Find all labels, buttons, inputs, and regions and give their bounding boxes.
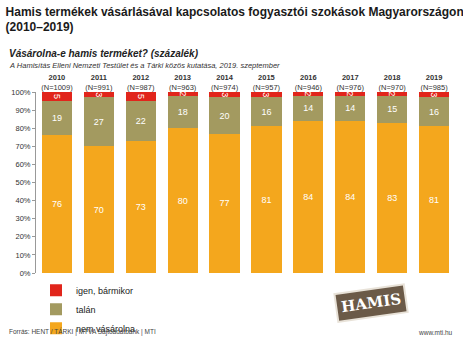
svg-text:20%: 20% bbox=[15, 232, 30, 241]
svg-text:90%: 90% bbox=[15, 106, 30, 115]
svg-text:80: 80 bbox=[178, 196, 188, 206]
svg-text:76: 76 bbox=[52, 199, 62, 209]
svg-text:2018(N=970): 2018(N=970) bbox=[378, 73, 406, 92]
svg-text:talán: talán bbox=[76, 305, 96, 315]
svg-text:18: 18 bbox=[178, 107, 188, 117]
svg-text:2017(N=976): 2017(N=976) bbox=[337, 73, 365, 92]
svg-text:A Hamisítás Elleni Nemzeti Tes: A Hamisítás Elleni Nemzeti Testület és a… bbox=[9, 61, 280, 70]
svg-text:77: 77 bbox=[220, 198, 230, 208]
svg-text:Forrás: HENT / TÁRKI | MTVA Sa: Forrás: HENT / TÁRKI | MTVA Sajtóadatban… bbox=[9, 327, 156, 336]
svg-text:2012(N=987): 2012(N=987) bbox=[127, 73, 155, 92]
svg-text:70%: 70% bbox=[15, 142, 30, 151]
svg-text:2011(N=991): 2011(N=991) bbox=[85, 73, 113, 92]
svg-text:5: 5 bbox=[52, 94, 62, 99]
svg-text:2: 2 bbox=[303, 91, 313, 96]
svg-text:0%: 0% bbox=[20, 269, 31, 278]
svg-text:www.mti.hu: www.mti.hu bbox=[418, 329, 453, 336]
svg-text:HAMIS: HAMIS bbox=[340, 290, 402, 316]
svg-text:14: 14 bbox=[345, 103, 355, 113]
svg-text:3: 3 bbox=[261, 92, 271, 97]
svg-text:22: 22 bbox=[136, 116, 146, 126]
svg-text:81: 81 bbox=[429, 195, 439, 205]
svg-text:2019(N=985): 2019(N=985) bbox=[420, 73, 448, 92]
svg-text:16: 16 bbox=[261, 107, 271, 117]
svg-text:15: 15 bbox=[387, 104, 397, 114]
svg-text:81: 81 bbox=[261, 195, 271, 205]
svg-text:83: 83 bbox=[387, 193, 397, 203]
svg-text:40%: 40% bbox=[15, 196, 30, 205]
svg-text:60%: 60% bbox=[15, 160, 30, 169]
svg-text:27: 27 bbox=[94, 117, 104, 127]
svg-text:73: 73 bbox=[136, 202, 146, 212]
svg-text:nem vásárolna: nem vásárolna bbox=[76, 324, 135, 334]
svg-text:3: 3 bbox=[94, 92, 104, 97]
svg-text:16: 16 bbox=[429, 107, 439, 117]
svg-text:50%: 50% bbox=[15, 178, 30, 187]
svg-text:20: 20 bbox=[220, 111, 230, 121]
svg-text:2014(N=974): 2014(N=974) bbox=[211, 73, 239, 92]
svg-text:2010(N=1009): 2010(N=1009) bbox=[41, 73, 73, 92]
svg-text:3: 3 bbox=[220, 92, 230, 97]
svg-text:igen, bármikor: igen, bármikor bbox=[76, 286, 133, 296]
svg-text:100%: 100% bbox=[11, 88, 31, 97]
svg-text:14: 14 bbox=[303, 103, 313, 113]
svg-text:2016(N=946): 2016(N=946) bbox=[295, 73, 323, 92]
svg-text:5: 5 bbox=[136, 94, 146, 99]
svg-text:Vásárolna-e hamis terméket? (s: Vásárolna-e hamis terméket? (százalék) bbox=[9, 48, 199, 59]
svg-text:70: 70 bbox=[94, 205, 104, 215]
svg-text:10%: 10% bbox=[15, 251, 30, 260]
svg-text:30%: 30% bbox=[15, 214, 30, 223]
svg-text:2: 2 bbox=[178, 91, 188, 96]
svg-text:84: 84 bbox=[303, 192, 313, 202]
svg-text:2013(N=963): 2013(N=963) bbox=[169, 73, 197, 92]
svg-text:2: 2 bbox=[345, 91, 355, 96]
svg-text:19: 19 bbox=[52, 113, 62, 123]
svg-text:2015(N=957): 2015(N=957) bbox=[253, 73, 281, 92]
svg-text:2: 2 bbox=[387, 91, 397, 96]
svg-text:84: 84 bbox=[345, 192, 355, 202]
svg-text:Hamis termékek vásárlásával ka: Hamis termékek vásárlásával kapcsolatos … bbox=[6, 5, 463, 35]
svg-text:3: 3 bbox=[429, 92, 439, 97]
svg-text:80%: 80% bbox=[15, 124, 30, 133]
